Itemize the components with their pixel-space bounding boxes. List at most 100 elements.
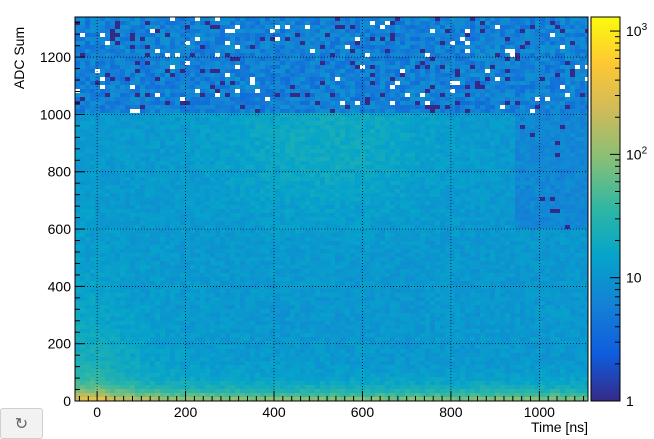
heatmap-cell — [265, 65, 270, 69]
heatmap-cell — [345, 89, 350, 93]
heatmap-cell — [375, 185, 380, 189]
heatmap-cell — [340, 45, 345, 49]
heatmap-cell — [215, 165, 220, 169]
heatmap-cell — [240, 129, 245, 133]
heatmap-cell — [420, 25, 425, 29]
heatmap-cell — [180, 205, 185, 209]
heatmap-cell — [425, 33, 430, 37]
heatmap-cell — [105, 201, 110, 205]
heatmap-cell — [380, 29, 385, 33]
heatmap-cell — [465, 53, 470, 57]
heatmap-cell — [470, 17, 475, 21]
heatmap-cell — [535, 33, 540, 37]
heatmap-cell — [460, 105, 465, 109]
heatmap-cell — [285, 209, 290, 213]
heatmap-cell — [450, 117, 455, 121]
heatmap-cell — [135, 181, 140, 185]
heatmap-cell — [585, 133, 588, 137]
heatmap-cell — [430, 205, 435, 209]
heatmap-cell — [530, 145, 535, 149]
heatmap-cell — [75, 133, 80, 137]
heatmap-cell — [320, 209, 325, 213]
heatmap-cell — [480, 177, 485, 181]
heatmap-cell — [390, 105, 395, 109]
heatmap-cell — [120, 193, 125, 197]
heatmap-cell — [150, 61, 155, 65]
heatmap-cell — [535, 41, 540, 45]
heatmap-cell — [475, 105, 480, 109]
heatmap-cell — [480, 101, 485, 105]
heatmap-cell — [165, 161, 170, 165]
heatmap-cell — [505, 69, 510, 73]
heatmap-cell — [305, 17, 310, 21]
heatmap-cell — [325, 173, 330, 177]
heatmap-cell — [540, 181, 545, 185]
heatmap-cell — [170, 197, 175, 201]
heatmap-cell — [120, 85, 125, 89]
heatmap-cell — [375, 121, 380, 125]
heatmap-cell — [230, 181, 235, 185]
heatmap-cell — [495, 201, 500, 205]
heatmap-cell — [90, 113, 95, 117]
heatmap-cell — [125, 105, 130, 109]
heatmap-cell — [210, 145, 215, 149]
heatmap-cell — [295, 61, 300, 65]
heatmap-cell — [415, 141, 420, 145]
heatmap-cell — [480, 69, 485, 73]
heatmap-cell — [540, 85, 545, 89]
heatmap-cell — [545, 57, 550, 61]
heatmap-cell — [260, 177, 265, 181]
heatmap-cell — [220, 93, 225, 97]
heatmap-cell — [305, 145, 310, 149]
heatmap-cell — [285, 81, 290, 85]
heatmap-cell — [120, 161, 125, 165]
heatmap-cell — [400, 201, 405, 205]
heatmap-cell — [225, 101, 230, 105]
heatmap-cell — [170, 121, 175, 125]
heatmap-cell — [310, 157, 315, 161]
heatmap-cell — [525, 25, 530, 29]
heatmap-cell — [540, 113, 545, 117]
heatmap-cell — [215, 101, 220, 105]
heatmap-cell — [325, 149, 330, 153]
heatmap-cell — [190, 29, 195, 33]
heatmap-cell — [585, 17, 588, 21]
heatmap-cell — [460, 77, 465, 81]
heatmap-cell — [190, 149, 195, 153]
heatmap-cell — [535, 65, 540, 69]
heatmap-cell — [375, 177, 380, 181]
heatmap-cell — [345, 37, 350, 41]
heatmap-cell — [235, 193, 240, 197]
heatmap-cell — [300, 201, 305, 205]
heatmap-cell — [175, 137, 180, 141]
heatmap-cell — [265, 93, 270, 97]
heatmap-cell — [220, 181, 225, 185]
heatmap-cell — [565, 61, 570, 65]
heatmap-cell — [385, 101, 390, 105]
heatmap-cell — [120, 153, 125, 157]
heatmap-cell — [345, 61, 350, 65]
heatmap-cell — [105, 181, 110, 185]
heatmap-cell — [465, 121, 470, 125]
heatmap-cell — [435, 73, 440, 77]
heatmap-cell — [130, 169, 135, 173]
heatmap-cell — [210, 205, 215, 209]
heatmap-cell — [220, 97, 225, 101]
heatmap-cell — [365, 77, 370, 81]
heatmap-cell — [260, 41, 265, 45]
heatmap-cell — [495, 21, 500, 25]
heatmap-cell — [155, 53, 160, 57]
heatmap-cell — [215, 137, 220, 141]
heatmap-cell — [580, 149, 585, 153]
heatmap-cell — [145, 117, 150, 121]
heatmap-cell — [445, 69, 450, 73]
heatmap-cell — [200, 41, 205, 45]
heatmap-cell — [180, 45, 185, 49]
heatmap-cell — [255, 177, 260, 181]
heatmap-cell — [235, 57, 240, 61]
heatmap-cell — [505, 89, 510, 93]
heatmap-cell — [200, 89, 205, 93]
heatmap-cell — [425, 153, 430, 157]
heatmap-cell — [255, 173, 260, 177]
heatmap-cell — [355, 93, 360, 97]
